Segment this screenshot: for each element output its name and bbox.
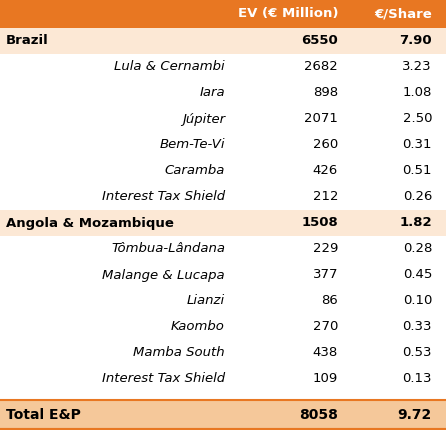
- Text: Tômbua-Lândana: Tômbua-Lândana: [111, 243, 225, 255]
- Bar: [0, 210, 446, 236]
- Text: 0.26: 0.26: [403, 190, 432, 203]
- Bar: [0, 28, 446, 54]
- Text: 377: 377: [313, 268, 338, 282]
- Text: Caramba: Caramba: [165, 165, 225, 178]
- Text: Kaombo: Kaombo: [171, 320, 225, 334]
- Text: 1.08: 1.08: [403, 86, 432, 99]
- Text: 0.53: 0.53: [402, 347, 432, 359]
- Text: 0.13: 0.13: [402, 372, 432, 386]
- Text: 1.82: 1.82: [399, 216, 432, 230]
- Text: 9.72: 9.72: [398, 408, 432, 422]
- Text: Júpiter: Júpiter: [182, 113, 225, 126]
- Text: Angola & Mozambique: Angola & Mozambique: [6, 216, 174, 230]
- Text: Brazil: Brazil: [6, 34, 49, 47]
- Bar: [0, 0, 446, 28]
- Text: 2.50: 2.50: [402, 113, 432, 126]
- Text: 229: 229: [313, 243, 338, 255]
- Text: Interest Tax Shield: Interest Tax Shield: [102, 372, 225, 386]
- Text: EV (€ Million): EV (€ Million): [238, 7, 338, 21]
- Text: Lula & Cernambi: Lula & Cernambi: [114, 61, 225, 74]
- Text: Total E&P: Total E&P: [6, 408, 81, 422]
- Text: 0.28: 0.28: [403, 243, 432, 255]
- Text: 212: 212: [313, 190, 338, 203]
- Text: 86: 86: [321, 295, 338, 307]
- Text: 109: 109: [313, 372, 338, 386]
- Text: 0.31: 0.31: [402, 138, 432, 151]
- Text: €/Share: €/Share: [374, 7, 432, 21]
- Text: 0.51: 0.51: [402, 165, 432, 178]
- Text: 260: 260: [313, 138, 338, 151]
- Text: 8058: 8058: [299, 408, 338, 422]
- Text: Mamba South: Mamba South: [133, 347, 225, 359]
- Text: Bem-Te-Vi: Bem-Te-Vi: [160, 138, 225, 151]
- Text: 7.90: 7.90: [399, 34, 432, 47]
- Text: 2071: 2071: [304, 113, 338, 126]
- Text: Malange & Lucapa: Malange & Lucapa: [103, 268, 225, 282]
- Text: 1508: 1508: [301, 216, 338, 230]
- Text: Lianzi: Lianzi: [187, 295, 225, 307]
- Text: 0.45: 0.45: [403, 268, 432, 282]
- Text: 270: 270: [313, 320, 338, 334]
- Text: 6550: 6550: [301, 34, 338, 47]
- Text: 2682: 2682: [304, 61, 338, 74]
- Text: Iara: Iara: [199, 86, 225, 99]
- Text: 426: 426: [313, 165, 338, 178]
- Text: 3.23: 3.23: [402, 61, 432, 74]
- Text: 438: 438: [313, 347, 338, 359]
- Text: 0.33: 0.33: [402, 320, 432, 334]
- Bar: [0, 400, 446, 430]
- Text: 0.10: 0.10: [403, 295, 432, 307]
- Text: Interest Tax Shield: Interest Tax Shield: [102, 190, 225, 203]
- Text: 898: 898: [313, 86, 338, 99]
